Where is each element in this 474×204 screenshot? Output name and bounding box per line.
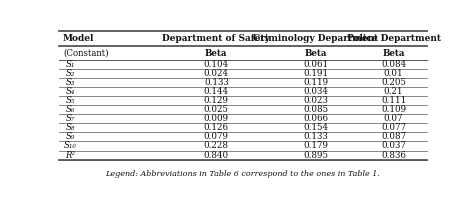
Text: 0.840: 0.840 [204,151,229,160]
Text: 0.01: 0.01 [384,69,403,78]
Text: 0.061: 0.061 [303,60,328,69]
Text: Beta: Beta [304,49,327,58]
Text: 0.179: 0.179 [303,141,328,151]
Text: Legend: Abbreviations in Table 6 correspond to the ones in Table 1.: Legend: Abbreviations in Table 6 corresp… [106,170,380,178]
Text: S₉: S₉ [65,132,75,141]
Text: 0.205: 0.205 [381,78,406,87]
Text: 0.895: 0.895 [303,151,328,160]
Text: 0.111: 0.111 [381,96,406,105]
Text: Police Department: Police Department [346,34,440,43]
Text: (Constant): (Constant) [63,49,109,58]
Text: Beta: Beta [205,49,228,58]
Text: S₅: S₅ [65,96,75,105]
Text: 0.21: 0.21 [384,87,403,96]
Text: 0.079: 0.079 [204,132,229,141]
Text: S₆: S₆ [65,105,75,114]
Text: S₂: S₂ [65,69,75,78]
Text: S₇: S₇ [65,114,75,123]
Text: 0.104: 0.104 [204,60,229,69]
Text: 0.119: 0.119 [303,78,328,87]
Text: 0.024: 0.024 [204,69,229,78]
Text: Department of Safety: Department of Safety [163,34,270,43]
Text: 0.144: 0.144 [204,87,229,96]
Text: S₈: S₈ [65,123,75,132]
Text: 0.025: 0.025 [204,105,229,114]
Text: Beta: Beta [383,49,405,58]
Text: R²: R² [65,151,75,160]
Text: 0.154: 0.154 [303,123,328,132]
Text: 0.037: 0.037 [381,141,406,151]
Text: S₁: S₁ [65,60,75,69]
Text: 0.084: 0.084 [381,60,406,69]
Text: 0.034: 0.034 [303,87,328,96]
Text: Criminology Department: Criminology Department [253,34,378,43]
Text: 0.07: 0.07 [384,114,403,123]
Text: S₄: S₄ [65,87,75,96]
Text: 0.129: 0.129 [204,96,229,105]
Text: Model: Model [63,34,94,43]
Text: 0.023: 0.023 [303,96,328,105]
Text: 0.077: 0.077 [381,123,406,132]
Text: S₁₀: S₁₀ [64,141,77,151]
Text: 0.066: 0.066 [303,114,328,123]
Text: 0.133: 0.133 [204,78,228,87]
Text: 0.009: 0.009 [204,114,229,123]
Text: 0.087: 0.087 [381,132,406,141]
Text: 0.133: 0.133 [303,132,328,141]
Text: 0.126: 0.126 [204,123,229,132]
Text: 0.109: 0.109 [381,105,406,114]
Text: 0.085: 0.085 [303,105,328,114]
Text: 0.228: 0.228 [204,141,229,151]
Text: S₃: S₃ [65,78,75,87]
Text: 0.191: 0.191 [303,69,328,78]
Text: 0.836: 0.836 [381,151,406,160]
